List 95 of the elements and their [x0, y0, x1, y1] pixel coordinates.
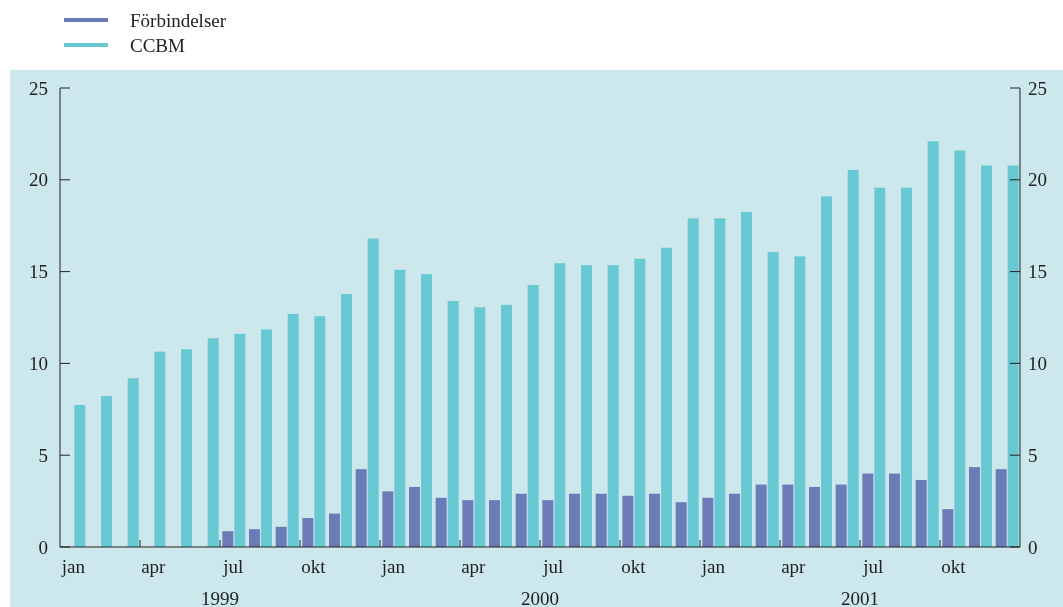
- bar: [527, 285, 539, 547]
- bar: [714, 218, 726, 547]
- bar: [874, 187, 886, 547]
- x-tick-label: apr: [781, 556, 807, 577]
- bar: [181, 349, 192, 547]
- bar: [154, 351, 166, 547]
- bar: [729, 493, 740, 547]
- bar: [927, 141, 939, 547]
- bar: [489, 500, 500, 547]
- bar: [767, 251, 779, 547]
- bar: [607, 265, 619, 547]
- y-tick-label: 10: [29, 353, 48, 375]
- y-tick-label: 0: [38, 536, 48, 558]
- bar: [355, 469, 367, 547]
- bar: [809, 486, 820, 547]
- bar: [981, 165, 992, 547]
- text: 1999: [201, 588, 239, 607]
- y2-tick-label: 5: [1028, 444, 1038, 466]
- text: 2001: [841, 588, 879, 607]
- y2-tick-label: 10: [1028, 353, 1047, 375]
- bar: [234, 333, 246, 547]
- x-tick-label: jul: [222, 556, 244, 577]
- y2-tick-label: 20: [1028, 169, 1047, 191]
- x-tick-label: okt: [941, 556, 967, 577]
- bar: [794, 256, 806, 547]
- bar: [862, 473, 874, 547]
- x-tick-label: jul: [542, 556, 564, 577]
- bar: [675, 502, 687, 547]
- bar: [755, 484, 767, 547]
- bar: [314, 316, 326, 547]
- bar: [969, 467, 980, 547]
- bar: [515, 493, 527, 547]
- bar: [287, 313, 299, 547]
- y-tick-label: 5: [38, 444, 48, 466]
- bar: [942, 509, 954, 547]
- bar: [821, 196, 832, 547]
- bar: [222, 531, 234, 547]
- bar: [435, 497, 447, 547]
- x-tick-label: jan: [700, 556, 726, 577]
- bar: [661, 247, 672, 547]
- bar: [409, 486, 420, 547]
- bar: [901, 187, 912, 547]
- bar: [954, 150, 966, 547]
- y2-tick-label: 25: [1028, 77, 1047, 99]
- bar: [394, 269, 406, 547]
- bar: [687, 218, 699, 547]
- bar: [341, 294, 352, 547]
- bar: [367, 238, 379, 547]
- bar: [569, 493, 580, 547]
- bar: [649, 493, 660, 547]
- legend-label: Förbindelser: [130, 9, 227, 31]
- bar: [127, 378, 139, 547]
- bar: [302, 517, 314, 547]
- bar: [889, 473, 900, 547]
- bar: [554, 263, 566, 547]
- x-tick-label: jul: [862, 556, 884, 577]
- bar: [275, 526, 287, 547]
- y-tick-label: 20: [29, 169, 48, 191]
- y-tick-label: 25: [29, 77, 48, 99]
- bar: [261, 329, 272, 547]
- text: 2000: [521, 588, 559, 607]
- x-tick-label: jan: [60, 556, 86, 577]
- bar: [581, 265, 592, 547]
- y2-tick-label: 0: [1028, 536, 1038, 558]
- bar: [702, 497, 714, 547]
- bar: [462, 500, 474, 547]
- bar: [101, 396, 112, 547]
- bar: [207, 338, 219, 547]
- x-tick-label: apr: [141, 556, 167, 577]
- bar: [501, 304, 512, 547]
- bar: [634, 258, 646, 547]
- bar: [622, 495, 634, 547]
- x-tick-label: jan: [380, 556, 406, 577]
- x-tick-label: okt: [621, 556, 647, 577]
- bar: [782, 484, 794, 547]
- bar: [329, 513, 340, 547]
- y-tick-label: 15: [29, 261, 48, 283]
- bar: [835, 484, 847, 547]
- bar: [741, 211, 752, 547]
- x-tick-label: okt: [301, 556, 327, 577]
- bar: [595, 493, 607, 547]
- x-tick-label: apr: [461, 556, 487, 577]
- bar: [421, 274, 432, 547]
- bar: [474, 307, 486, 547]
- bar: [74, 404, 86, 547]
- bar: [249, 529, 260, 547]
- bar: [995, 469, 1007, 547]
- bar: [1007, 165, 1019, 547]
- y2-tick-label: 15: [1028, 261, 1047, 283]
- bar: [447, 300, 459, 547]
- bar: [847, 169, 859, 547]
- legend-label: CCBM: [130, 34, 186, 56]
- bar: [915, 479, 927, 547]
- bar: [382, 491, 394, 547]
- bar: [542, 500, 554, 547]
